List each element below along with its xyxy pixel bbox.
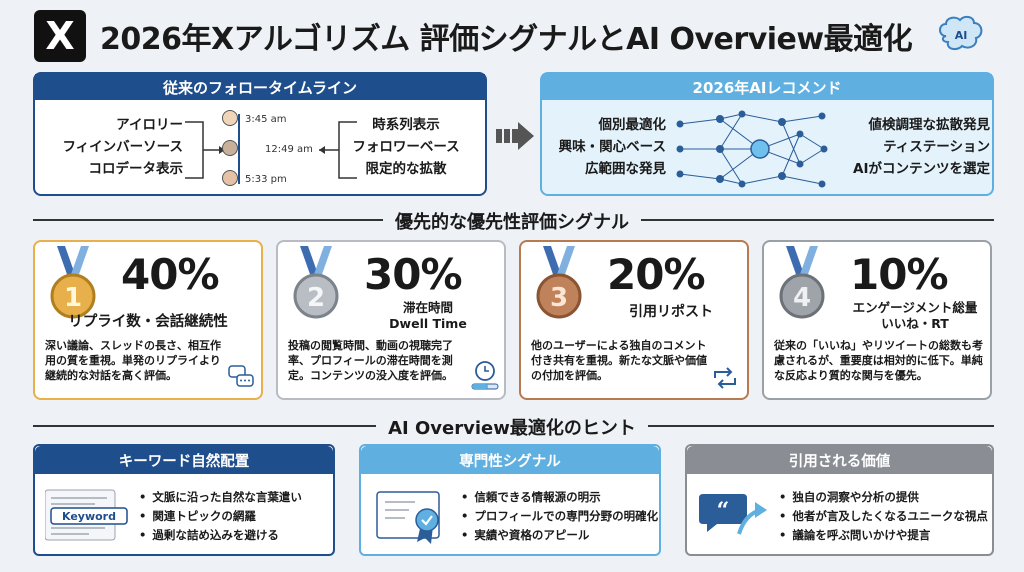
- traditional-left-item: フィインバーソース: [62, 139, 183, 155]
- signals-section-title: 優先的な優先性評価シグナル: [383, 212, 641, 233]
- ai-left-list: 個別最適化 興味・関心ベース 広範囲な発見: [546, 114, 666, 180]
- bronze-medal-icon: 3: [536, 246, 582, 319]
- certificate-icon: [376, 491, 440, 544]
- hint-list: 文脈に沿った自然な言葉遣い 関連トピックの網羅 過剰な詰め込みを避ける: [139, 488, 302, 545]
- left-bracket-connector: [185, 121, 225, 179]
- dwell-time-clock-icon: [471, 361, 499, 390]
- timeline-line: [238, 114, 240, 184]
- signal-description: 投稿の閲覧時間、動画の視聴完了率、プロフィールの滞在時間を測定。コンテンツの没入…: [288, 339, 453, 382]
- signals-section-title-wrap: 優先的な優先性評価シグナル: [0, 208, 1024, 234]
- signal-percent: 30%: [364, 250, 463, 299]
- traditional-right-item: フォロワーベース: [352, 139, 460, 155]
- ai-right-item: ティステーション: [883, 139, 990, 155]
- signal-description: 他のユーザーによる独自のコメント付き共有を重視。新たな文脈や価値の付加を評価。: [531, 339, 707, 382]
- ai-left-item: 広範囲な発見: [585, 161, 666, 177]
- signal-card-2: 2 30% 滞在時間 Dwell Time 投稿の閲覧時間、動画の視聴完了率、プ…: [276, 240, 506, 400]
- hint-list: 信頼できる情報源の明示 プロフィールでの専門分野の明確化 実績や資格のアピール: [461, 488, 658, 545]
- signal-card-4: 4 10% エンゲージメント総量 いいね・RT 従来の「いいね」やリツイートの総…: [762, 240, 992, 400]
- user-avatar: [222, 110, 238, 126]
- signal-percent: 20%: [607, 250, 706, 299]
- signal-percent: 10%: [850, 250, 949, 299]
- signal-name: 引用リポスト: [629, 304, 713, 320]
- ai-brain-icon: AI: [939, 15, 983, 51]
- keyword-icon: Keyword: [45, 489, 128, 541]
- brain-ai-label: AI: [955, 29, 968, 42]
- ai-left-item: 個別最適化: [598, 117, 667, 133]
- hint-box-citation: 引用される価値 “ 独自の洞察や分析の提供 他者が言及したくなるユニークな視点 …: [685, 444, 994, 556]
- hint-box-expertise: 専門性シグナル 信頼できる情報源の明示 プロフィールでの専門分野の明確化 実績や…: [359, 444, 661, 556]
- traditional-left-item: アイロリー: [116, 117, 183, 133]
- hint-title: 引用される価値: [687, 446, 992, 474]
- ai-network-diagram: [676, 110, 828, 188]
- hint-item: 文脈に沿った自然な言葉遣い: [139, 488, 302, 507]
- silver-medal-icon: 2: [293, 246, 339, 319]
- signal-description: 従来の「いいね」やリツイートの総数も考慮されるが、重要度は相対的に低下。単純な反…: [774, 339, 983, 382]
- signal-description: 深い議論、スレッドの長さ、相互作用の質を重視。単発のリプライより継続的な対話を高…: [45, 339, 221, 382]
- signal-card-3: 3 20% 引用リポスト 他のユーザーによる独自のコメント付き共有を重視。新たな…: [519, 240, 749, 400]
- post-timestamp: 5:33 pm: [245, 174, 287, 185]
- hint-title: 専門性シグナル: [361, 446, 659, 474]
- signal-name: 滞在時間 Dwell Time: [389, 300, 467, 331]
- quote-share-icon: “: [699, 494, 767, 535]
- ai-right-item: AIがコンテンツを選定: [853, 161, 990, 177]
- signal-name: エンゲージメント総量 いいね・RT: [852, 300, 978, 331]
- hints-section-title: AI Overview最適化のヒント: [376, 418, 648, 439]
- hint-item: 議論を呼ぶ問いかけや提言: [779, 526, 988, 545]
- ai-left-item: 興味・関心ベース: [558, 139, 666, 155]
- ai-right-item: 値検調理な拡散発見: [868, 117, 991, 133]
- medal-rank: 4: [793, 283, 811, 313]
- transition-arrow-icon: [496, 122, 534, 150]
- svg-text:“: “: [717, 498, 730, 524]
- hint-list: 独自の洞察や分析の提供 他者が言及したくなるユニークな視点 議論を呼ぶ問いかけや…: [779, 488, 988, 545]
- traditional-left-item: コロデータ表示: [88, 161, 184, 177]
- gold-medal-icon: 1: [50, 246, 96, 319]
- keyword-label: Keyword: [62, 510, 116, 523]
- hint-item: 独自の洞察や分析の提供: [779, 488, 988, 507]
- traditional-right-item: 時系列表示: [372, 117, 440, 133]
- repost-icon: [714, 367, 736, 389]
- chat-bubbles-icon: [228, 365, 254, 387]
- traditional-left-list: アイロリー フィインバーソース コロデータ表示: [43, 114, 183, 180]
- post-timestamp: 3:45 am: [245, 114, 287, 125]
- traditional-right-item: 限定的な拡散: [365, 161, 447, 177]
- traditional-panel-title: 従来のフォロータイムライン: [35, 74, 485, 100]
- traditional-timeline-panel: 従来のフォロータイムライン アイロリー フィインバーソース コロデータ表示 3:…: [33, 72, 487, 196]
- signal-name: リプライ数・会話継続性: [68, 314, 228, 330]
- user-avatar: [222, 140, 238, 156]
- hints-section-title-wrap: AI Overview最適化のヒント: [0, 414, 1024, 440]
- page-title: 2026年Xアルゴリズム 評価シグナルとAI Overview最適化: [100, 22, 913, 57]
- hint-item: 実績や資格のアピール: [461, 526, 658, 545]
- ai-panel-title: 2026年AIレコメンド: [542, 74, 992, 100]
- x-logo: X: [34, 10, 86, 62]
- hint-item: 他者が言及したくなるユニークな視点: [779, 507, 988, 526]
- ai-right-list: 値検調理な拡散発見 ティステーション AIがコンテンツを選定: [838, 114, 990, 180]
- signal-card-1: 1 40% リプライ数・会話継続性 深い議論、スレッドの長さ、相互作用の質を重視…: [33, 240, 263, 400]
- hint-item: プロフィールでの専門分野の明確化: [461, 507, 658, 526]
- hint-box-keyword: キーワード自然配置 Keyword 文脈に沿った自然な言葉遣い 関連トピックの網…: [33, 444, 335, 556]
- signal-percent: 40%: [121, 250, 220, 299]
- post-timestamp: 12:49 am: [265, 144, 313, 155]
- medal-rank: 1: [64, 283, 82, 313]
- medal-rank: 3: [550, 283, 568, 313]
- hint-item: 関連トピックの網羅: [139, 507, 302, 526]
- user-avatar: [222, 170, 238, 186]
- traditional-right-list: 時系列表示 フォロワーベース 限定的な拡散: [347, 114, 465, 180]
- hint-item: 信頼できる情報源の明示: [461, 488, 658, 507]
- right-bracket-connector: [319, 121, 357, 179]
- hint-title: キーワード自然配置: [35, 446, 333, 474]
- gray-medal-icon: 4: [779, 246, 825, 319]
- ai-recommend-panel: 2026年AIレコメンド 個別最適化 興味・関心ベース 広範囲な発見 値検調理: [540, 72, 994, 196]
- medal-rank: 2: [307, 283, 325, 313]
- hint-item: 過剰な詰め込みを避ける: [139, 526, 302, 545]
